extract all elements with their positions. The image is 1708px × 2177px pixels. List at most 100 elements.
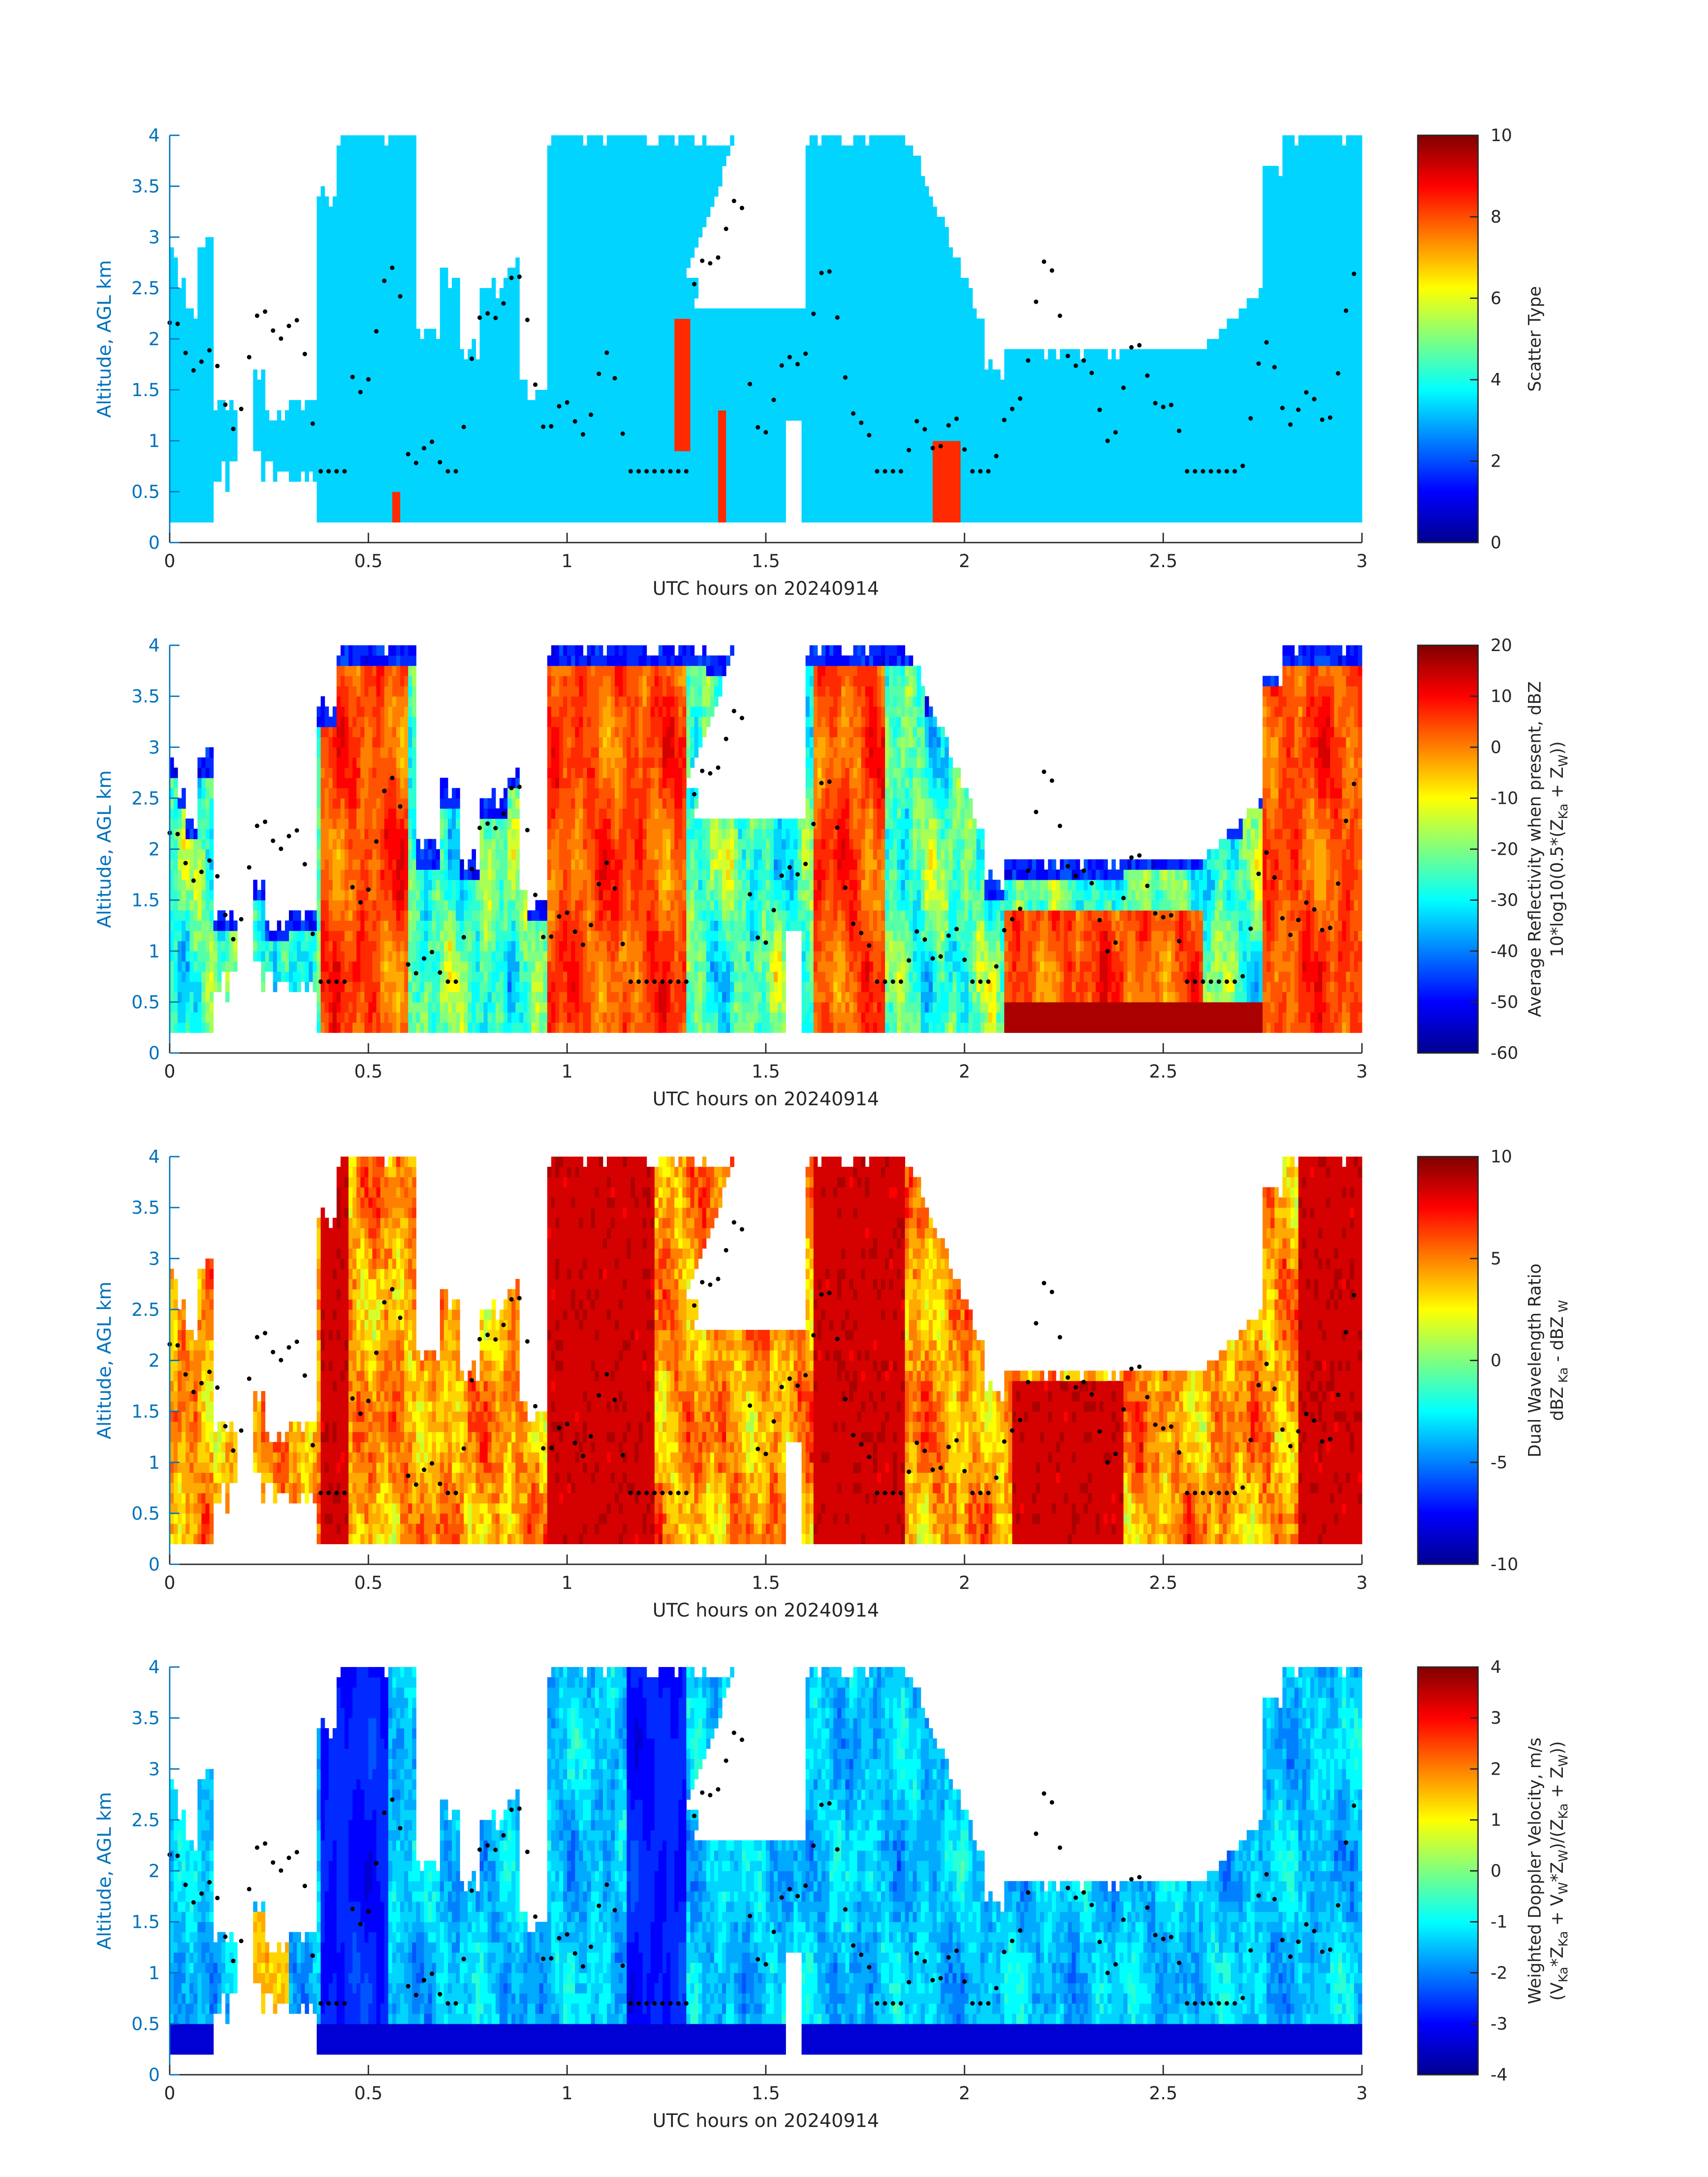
heatmap-cell — [551, 1002, 555, 1023]
heatmap-cell — [1084, 880, 1088, 890]
heatmap-cell — [1266, 839, 1271, 860]
heatmap-cell — [488, 1002, 492, 1013]
heatmap-cell — [1068, 349, 1072, 522]
heatmap-cell — [730, 880, 735, 890]
heatmap-cell — [893, 819, 898, 840]
heatmap-cell — [1246, 900, 1251, 911]
heatmap-cell — [515, 931, 520, 941]
heatmap-cell — [332, 808, 337, 829]
heatmap-cell — [599, 920, 603, 931]
heatmap-cell — [647, 747, 651, 758]
heatmap-cell — [400, 880, 405, 901]
heatmap-cell — [698, 869, 703, 880]
heatmap-cell — [960, 982, 965, 992]
heatmap-cell — [670, 819, 675, 850]
heatmap-cell — [829, 992, 834, 1003]
heatmap-cell — [718, 655, 722, 666]
cloud-base-point — [986, 469, 991, 474]
heatmap-cell — [515, 1012, 520, 1023]
heatmap-cell — [559, 819, 564, 829]
heatmap-cell — [1036, 971, 1040, 1003]
heatmap-cell — [1111, 880, 1116, 890]
heatmap-cell — [781, 1012, 786, 1023]
heatmap-cell — [658, 777, 663, 798]
heatmap-cell — [563, 971, 568, 982]
heatmap-cell — [1318, 686, 1323, 707]
heatmap-cell — [567, 1002, 572, 1013]
heatmap-cell — [317, 1012, 321, 1023]
heatmap-cell — [1103, 349, 1108, 522]
heatmap-cell — [1294, 951, 1299, 1003]
heatmap-cell — [881, 951, 885, 982]
heatmap-cell — [1314, 788, 1319, 819]
heatmap-cell — [678, 665, 683, 677]
heatmap-cell — [436, 890, 440, 901]
heatmap-cell — [507, 777, 512, 789]
heatmap-cell — [944, 737, 949, 748]
heatmap-cell — [873, 940, 877, 982]
heatmap-cell — [1227, 920, 1231, 931]
heatmap-cell — [750, 910, 754, 931]
heatmap-cell — [591, 676, 595, 748]
cloud-base-point — [962, 447, 967, 452]
heatmap-cell — [531, 961, 536, 972]
heatmap-cell — [364, 920, 369, 931]
heatmap-cell — [877, 971, 881, 1003]
heatmap-cell — [364, 1002, 369, 1013]
heatmap-cell — [678, 767, 683, 809]
heatmap-cell — [825, 665, 830, 686]
heatmap-cell — [507, 880, 512, 901]
heatmap-cell — [817, 727, 822, 737]
heatmap-cell — [480, 982, 484, 1003]
heatmap-cell — [356, 777, 361, 798]
heatmap-cell — [1302, 767, 1307, 778]
heatmap-cell — [1036, 859, 1040, 880]
heatmap-cell — [877, 849, 881, 860]
heatmap-cell — [944, 900, 949, 911]
heatmap-cell — [885, 676, 889, 686]
heatmap-cell — [440, 982, 444, 992]
heatmap-cell — [614, 859, 619, 921]
heatmap-cell — [1095, 1002, 1100, 1033]
heatmap-cell — [873, 777, 877, 809]
heatmap-cell — [535, 961, 540, 972]
heatmap-cell — [706, 880, 710, 901]
heatmap-cell — [694, 665, 699, 677]
heatmap-cell — [972, 1002, 977, 1013]
heatmap-cell — [802, 920, 806, 931]
heatmap-cell — [1270, 849, 1275, 880]
heatmap-cell — [1052, 951, 1057, 962]
heatmap-cell — [1231, 910, 1235, 931]
heatmap-cell — [610, 696, 615, 717]
heatmap-cell — [614, 706, 619, 717]
heatmap-cell — [468, 349, 472, 522]
heatmap-cell — [626, 880, 631, 911]
heatmap-cell — [686, 1022, 691, 1033]
heatmap-cell — [889, 665, 894, 717]
heatmap-cell — [380, 645, 385, 656]
heatmap-cell — [484, 971, 488, 982]
heatmap-cell — [869, 777, 873, 798]
heatmap-cell — [1211, 869, 1215, 880]
heatmap-cell — [201, 788, 206, 798]
heatmap-cell — [332, 940, 337, 962]
heatmap-cell — [253, 931, 258, 941]
heatmap-cell — [1274, 798, 1279, 809]
heatmap-cell — [1266, 798, 1271, 819]
heatmap-cell — [1306, 992, 1311, 1013]
heatmap-cell — [440, 819, 444, 840]
heatmap-cell — [940, 819, 945, 829]
heatmap-cell — [428, 951, 432, 982]
heatmap-cell — [1302, 788, 1307, 809]
heatmap-cell — [432, 1002, 436, 1013]
heatmap-cell — [809, 777, 814, 789]
heatmap-cell — [730, 931, 735, 941]
heatmap-cell — [968, 869, 973, 890]
heatmap-cell — [706, 961, 710, 972]
heatmap-cell — [698, 828, 703, 840]
heatmap-cell — [185, 839, 190, 850]
heatmap-cell — [408, 1012, 413, 1023]
heatmap-cell — [1219, 1002, 1224, 1033]
heatmap-cell — [547, 145, 551, 522]
heatmap-cell — [1231, 931, 1235, 941]
